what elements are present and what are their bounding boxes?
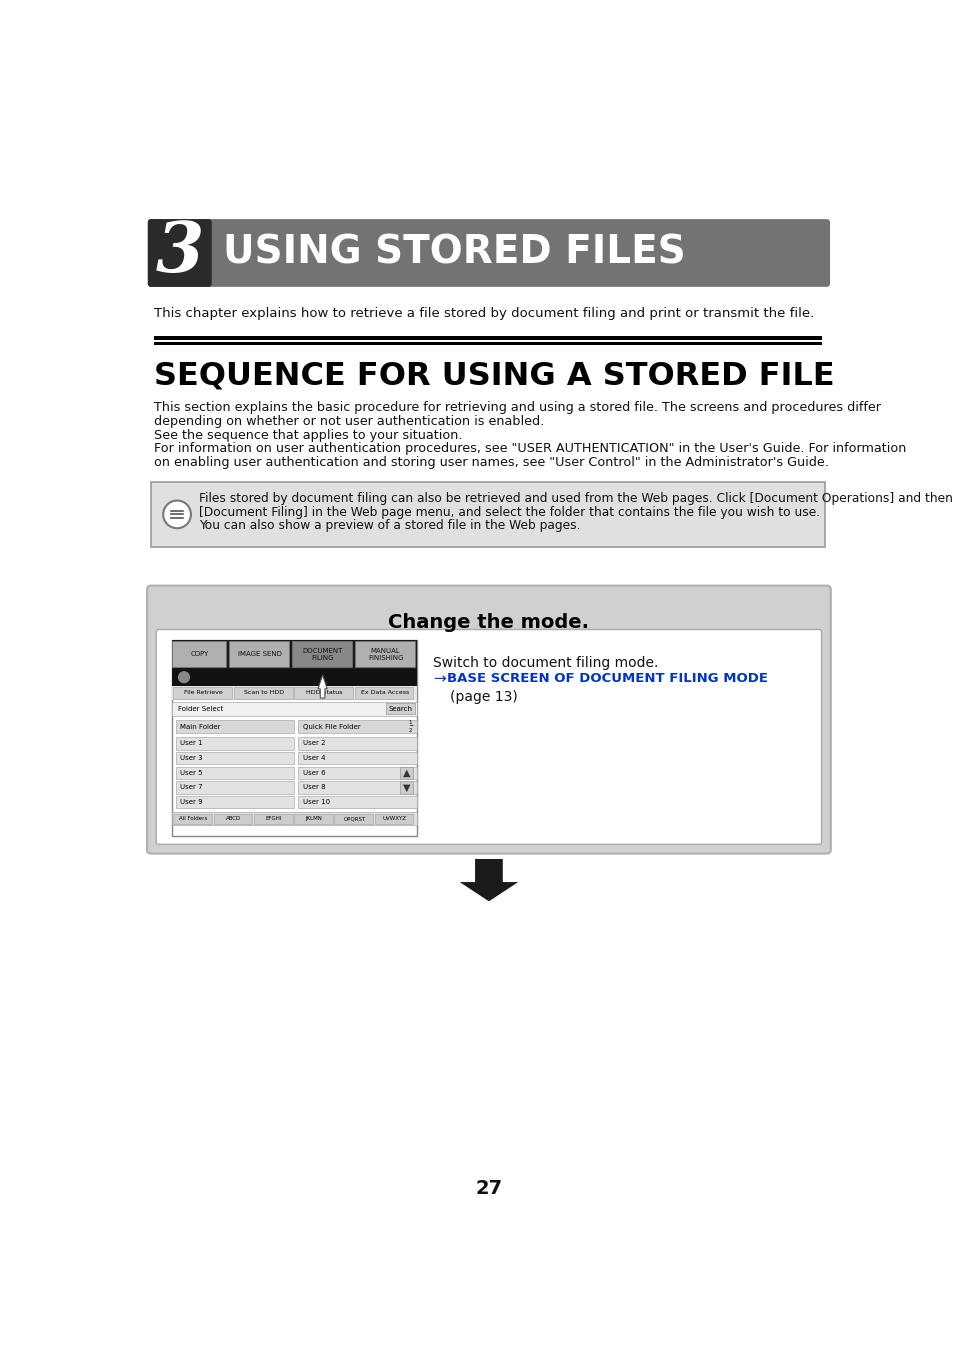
Bar bbox=[297, 753, 416, 765]
Bar bbox=[172, 642, 225, 667]
Bar bbox=[173, 688, 232, 698]
Bar bbox=[175, 766, 294, 780]
Bar bbox=[385, 704, 415, 715]
Text: User 2: User 2 bbox=[302, 740, 325, 747]
Text: ▼: ▼ bbox=[402, 782, 410, 792]
Bar bbox=[173, 813, 212, 824]
Bar bbox=[355, 642, 415, 667]
Text: User 5: User 5 bbox=[180, 770, 202, 775]
Text: COPY: COPY bbox=[190, 651, 209, 657]
Bar bbox=[172, 812, 416, 825]
Bar bbox=[175, 753, 294, 765]
Bar bbox=[297, 738, 416, 750]
Bar bbox=[204, 222, 209, 284]
Text: depending on whether or not user authentication is enabled.: depending on whether or not user authent… bbox=[153, 415, 543, 428]
Text: ▲: ▲ bbox=[402, 767, 410, 778]
Text: User 9: User 9 bbox=[180, 798, 203, 805]
FancyBboxPatch shape bbox=[147, 585, 830, 854]
Bar bbox=[175, 781, 294, 793]
Text: You can also show a preview of a stored file in the Web pages.: You can also show a preview of a stored … bbox=[198, 519, 579, 532]
FancyBboxPatch shape bbox=[148, 219, 829, 286]
Text: IMAGE SEND: IMAGE SEND bbox=[237, 651, 281, 657]
Bar bbox=[335, 813, 373, 824]
Bar bbox=[175, 796, 294, 808]
Text: BASE SCREEN OF DOCUMENT FILING MODE: BASE SCREEN OF DOCUMENT FILING MODE bbox=[447, 671, 767, 685]
Text: User 10: User 10 bbox=[302, 798, 330, 805]
Text: →: → bbox=[433, 671, 446, 686]
Text: Switch to document filing mode.: Switch to document filing mode. bbox=[433, 657, 659, 670]
Text: UVWXYZ: UVWXYZ bbox=[382, 816, 406, 821]
Circle shape bbox=[163, 500, 191, 528]
Bar bbox=[229, 642, 289, 667]
Text: This chapter explains how to retrieve a file stored by document filing and print: This chapter explains how to retrieve a … bbox=[153, 307, 813, 320]
Bar bbox=[233, 688, 293, 698]
Bar bbox=[294, 813, 333, 824]
Bar bbox=[297, 720, 416, 734]
Polygon shape bbox=[317, 676, 327, 698]
Text: User 6: User 6 bbox=[302, 770, 325, 775]
Bar bbox=[172, 639, 416, 669]
Bar bbox=[175, 720, 294, 734]
Text: Quick File Folder: Quick File Folder bbox=[302, 724, 360, 730]
Bar bbox=[355, 688, 413, 698]
FancyBboxPatch shape bbox=[148, 219, 212, 286]
Text: User 7: User 7 bbox=[180, 785, 203, 790]
Circle shape bbox=[178, 671, 190, 682]
Bar bbox=[399, 781, 413, 793]
Text: Change the mode.: Change the mode. bbox=[388, 612, 589, 631]
Text: User 8: User 8 bbox=[302, 785, 325, 790]
Bar bbox=[292, 642, 352, 667]
Text: JKLMN: JKLMN bbox=[306, 816, 322, 821]
Text: DOCUMENT
FILING: DOCUMENT FILING bbox=[302, 647, 342, 661]
Text: User 3: User 3 bbox=[180, 755, 203, 761]
Bar bbox=[297, 781, 416, 793]
Bar bbox=[153, 336, 821, 340]
Text: on enabling user authentication and storing user names, see "User Control" in th: on enabling user authentication and stor… bbox=[153, 457, 828, 469]
Text: This section explains the basic procedure for retrieving and using a stored file: This section explains the basic procedur… bbox=[153, 401, 880, 413]
Bar bbox=[175, 738, 294, 750]
Text: Ex Data Access: Ex Data Access bbox=[360, 690, 409, 696]
Text: Folder Select: Folder Select bbox=[177, 705, 223, 712]
Bar bbox=[172, 639, 416, 836]
Text: SEQUENCE FOR USING A STORED FILE: SEQUENCE FOR USING A STORED FILE bbox=[153, 359, 834, 390]
Text: Files stored by document filing can also be retrieved and used from the Web page: Files stored by document filing can also… bbox=[198, 492, 951, 505]
Text: See the sequence that applies to your situation.: See the sequence that applies to your si… bbox=[153, 428, 462, 442]
Bar bbox=[172, 686, 416, 700]
Text: File Retrieve: File Retrieve bbox=[184, 690, 223, 696]
Text: Main Folder: Main Folder bbox=[180, 724, 220, 730]
Text: All Folders: All Folders bbox=[179, 816, 208, 821]
Bar bbox=[153, 342, 821, 346]
Bar bbox=[151, 482, 824, 547]
Text: ABCD: ABCD bbox=[226, 816, 241, 821]
Text: (page 13): (page 13) bbox=[450, 690, 517, 704]
Bar bbox=[253, 813, 293, 824]
Bar bbox=[172, 669, 416, 686]
Bar bbox=[399, 766, 413, 780]
Bar bbox=[172, 703, 416, 716]
Text: 3: 3 bbox=[155, 219, 204, 286]
Text: User 1: User 1 bbox=[180, 740, 203, 747]
Bar bbox=[375, 813, 413, 824]
Text: MANUAL
FINISHING: MANUAL FINISHING bbox=[368, 647, 403, 661]
Text: HDD Status: HDD Status bbox=[306, 690, 342, 696]
Text: Scan to HDD: Scan to HDD bbox=[244, 690, 284, 696]
Text: User 4: User 4 bbox=[302, 755, 325, 761]
FancyBboxPatch shape bbox=[156, 630, 821, 844]
Text: EFGHI: EFGHI bbox=[266, 816, 282, 821]
Text: 27: 27 bbox=[475, 1178, 502, 1197]
Text: OPQRST: OPQRST bbox=[343, 816, 365, 821]
Polygon shape bbox=[459, 859, 517, 901]
Text: USING STORED FILES: USING STORED FILES bbox=[222, 234, 684, 272]
Text: [Document Filing] in the Web page menu, and select the folder that contains the : [Document Filing] in the Web page menu, … bbox=[198, 505, 819, 519]
Text: Search: Search bbox=[388, 705, 412, 712]
Bar bbox=[213, 813, 252, 824]
Bar bbox=[294, 688, 353, 698]
Bar bbox=[297, 796, 416, 808]
Text: 1
─
2: 1 ─ 2 bbox=[408, 720, 412, 734]
Text: For information on user authentication procedures, see "USER AUTHENTICATION" in : For information on user authentication p… bbox=[153, 442, 905, 455]
Bar bbox=[297, 766, 416, 780]
